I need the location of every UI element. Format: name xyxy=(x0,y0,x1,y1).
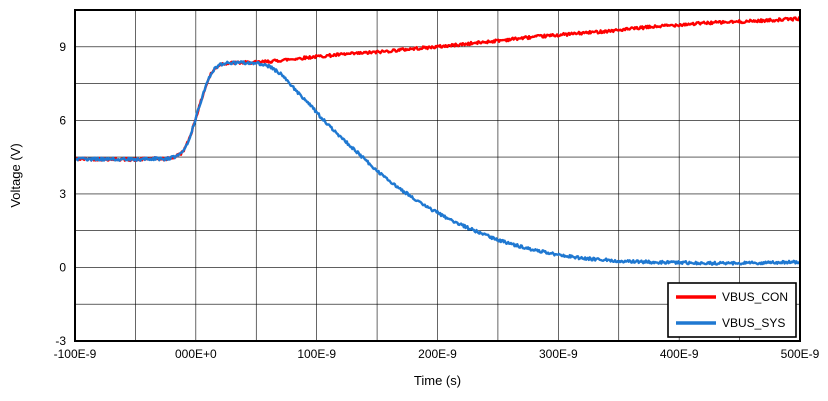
legend: VBUS_CON VBUS_SYS xyxy=(667,282,797,338)
y-axis-title: Voltage (V) xyxy=(8,143,23,207)
trace-vbus_sys xyxy=(75,60,800,266)
x-tick-label: 000E+0 xyxy=(175,347,217,361)
plot-border xyxy=(74,9,801,342)
legend-label-vbus_con: VBUS_CON xyxy=(722,290,788,304)
x-tick-label: 100E-9 xyxy=(297,347,336,361)
y-tick-label: 9 xyxy=(59,40,66,54)
y-tick-label: 0 xyxy=(59,260,66,274)
x-tick-label: 300E-9 xyxy=(539,347,578,361)
traces xyxy=(75,16,800,266)
x-axis-title: Time (s) xyxy=(414,373,461,388)
x-tick-label: 400E-9 xyxy=(660,347,699,361)
x-tick-label: 500E-9 xyxy=(781,347,820,361)
x-tick-label: 200E-9 xyxy=(418,347,457,361)
legend-box xyxy=(667,282,797,338)
y-tick-label: 6 xyxy=(59,113,66,127)
x-tick-label: -100E-9 xyxy=(54,347,97,361)
y-tick-label: -3 xyxy=(55,334,66,348)
axis-tick-labels: -100E-9 000E+0 100E-9 200E-9 300E-9 400E-9 500… xyxy=(54,40,820,361)
y-tick-label: 3 xyxy=(59,187,66,201)
legend-label-vbus_sys: VBUS_SYS xyxy=(722,316,785,330)
